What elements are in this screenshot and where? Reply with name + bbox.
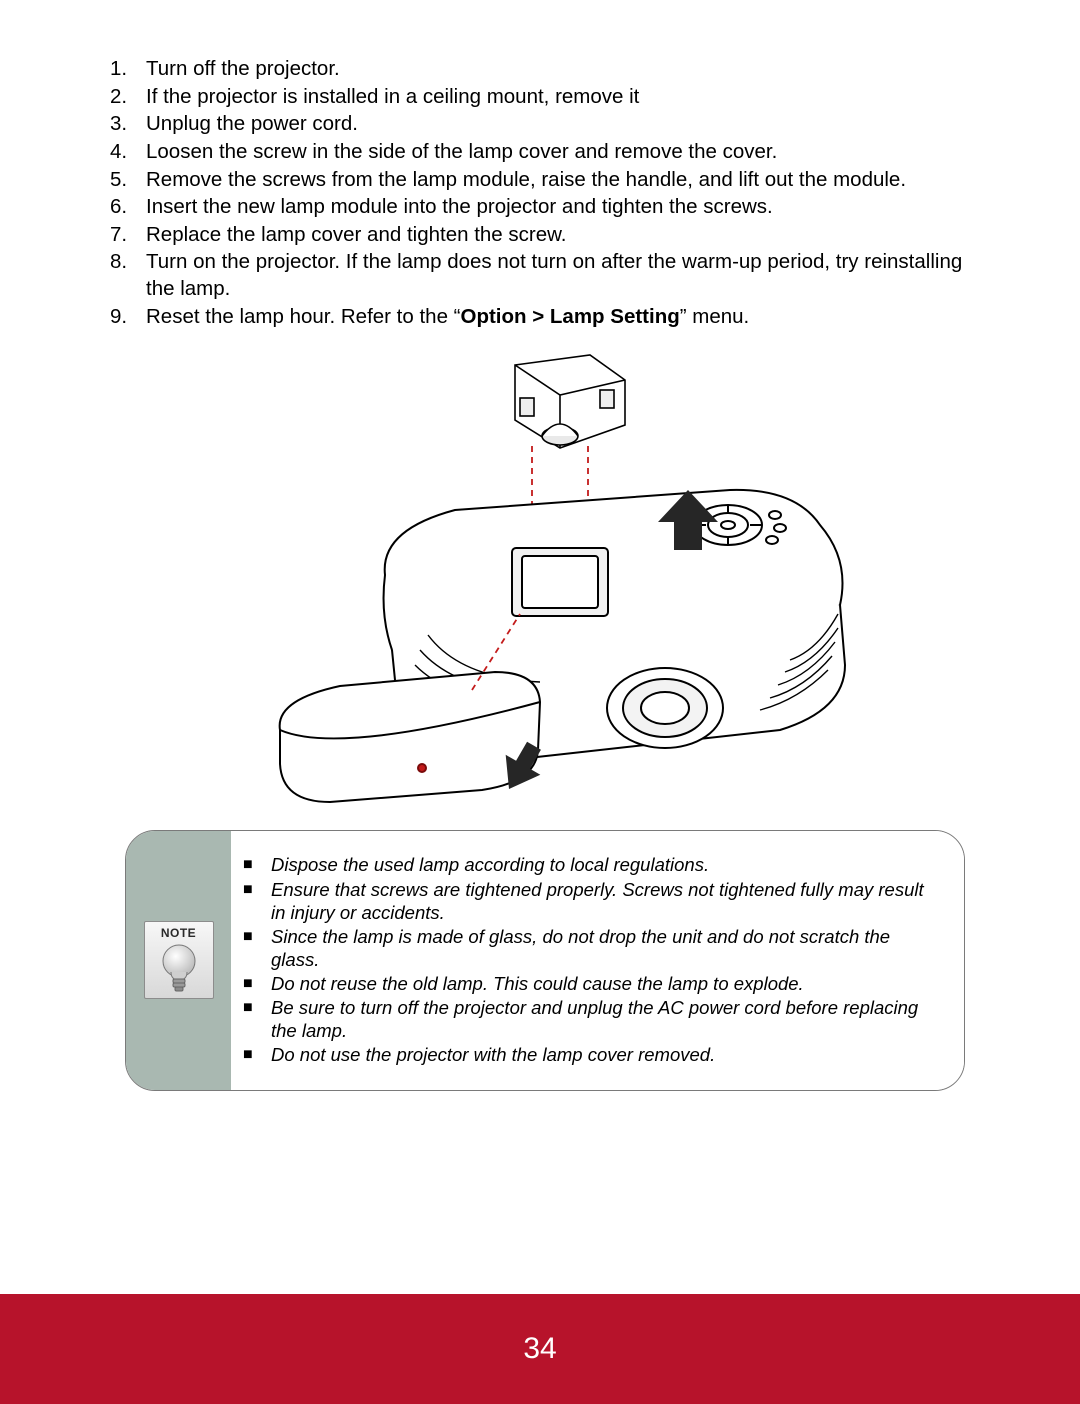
step-text: Remove the screws from the lamp module, …: [146, 167, 980, 194]
step-number: 6.: [110, 194, 146, 221]
note-icon: NOTE: [144, 921, 214, 999]
step-number: 2.: [110, 84, 146, 111]
step-text: Replace the lamp cover and tighten the s…: [146, 222, 980, 249]
step-number: 3.: [110, 111, 146, 138]
note-sidebar: NOTE: [126, 831, 231, 1089]
bullet-icon: ■: [243, 972, 271, 994]
bullet-icon: ■: [243, 853, 271, 875]
step-text-pre: Reset the lamp hour. Refer to the “: [146, 305, 461, 328]
note-item: ■ Since the lamp is made of glass, do no…: [243, 925, 942, 971]
page-footer: 34: [0, 1294, 1080, 1404]
step: 6. Insert the new lamp module into the p…: [110, 194, 980, 221]
step-number: 8.: [110, 249, 146, 276]
step: 1. Turn off the projector.: [110, 56, 980, 83]
note-text: Do not use the projector with the lamp c…: [271, 1043, 942, 1066]
lightbulb-icon: [157, 942, 201, 999]
note-text: Be sure to turn off the projector and un…: [271, 996, 942, 1042]
step: 7. Replace the lamp cover and tighten th…: [110, 222, 980, 249]
step-text: If the projector is installed in a ceili…: [146, 84, 980, 111]
note-callout: NOTE: [125, 830, 965, 1090]
step: 9. Reset the lamp hour. Refer to the “Op…: [110, 304, 980, 331]
step-text-post: ” menu.: [680, 305, 750, 328]
note-item: ■ Do not use the projector with the lamp…: [243, 1043, 942, 1066]
note-text: Dispose the used lamp according to local…: [271, 853, 942, 876]
step-number: 7.: [110, 222, 146, 249]
step-text: Reset the lamp hour. Refer to the “Optio…: [146, 304, 980, 331]
step-text: Unplug the power cord.: [146, 111, 980, 138]
manual-page: 1. Turn off the projector. 2. If the pro…: [0, 0, 1080, 1404]
note-item: ■ Dispose the used lamp according to loc…: [243, 853, 942, 876]
note-text: Since the lamp is made of glass, do not …: [271, 925, 942, 971]
step-text: Turn on the projector. If the lamp does …: [146, 249, 980, 302]
step-text: Turn off the projector.: [146, 56, 980, 83]
steps-list: 1. Turn off the projector. 2. If the pro…: [110, 56, 980, 330]
page-number: 34: [523, 1332, 556, 1366]
note-text: Ensure that screws are tightened properl…: [271, 878, 942, 924]
note-text: Do not reuse the old lamp. This could ca…: [271, 972, 942, 995]
note-icon-label: NOTE: [161, 926, 196, 940]
step-number: 1.: [110, 56, 146, 83]
step-text-bold: Option > Lamp Setting: [461, 305, 680, 328]
step: 5. Remove the screws from the lamp modul…: [110, 167, 980, 194]
bullet-icon: ■: [243, 1043, 271, 1065]
step: 2. If the projector is installed in a ce…: [110, 84, 980, 111]
step-number: 5.: [110, 167, 146, 194]
note-item: ■ Be sure to turn off the projector and …: [243, 996, 942, 1042]
projector-lamp-diagram: [220, 350, 870, 820]
step-text: Insert the new lamp module into the proj…: [146, 194, 980, 221]
note-item: ■ Ensure that screws are tightened prope…: [243, 878, 942, 924]
diagram-svg: [220, 350, 870, 820]
bullet-icon: ■: [243, 878, 271, 900]
step-number: 4.: [110, 139, 146, 166]
bullet-icon: ■: [243, 996, 271, 1018]
step: 8. Turn on the projector. If the lamp do…: [110, 249, 980, 302]
bullet-icon: ■: [243, 925, 271, 947]
step-number: 9.: [110, 304, 146, 331]
step-text: Loosen the screw in the side of the lamp…: [146, 139, 980, 166]
note-item: ■ Do not reuse the old lamp. This could …: [243, 972, 942, 995]
note-content: ■ Dispose the used lamp according to loc…: [231, 831, 964, 1089]
step: 4. Loosen the screw in the side of the l…: [110, 139, 980, 166]
step: 3. Unplug the power cord.: [110, 111, 980, 138]
